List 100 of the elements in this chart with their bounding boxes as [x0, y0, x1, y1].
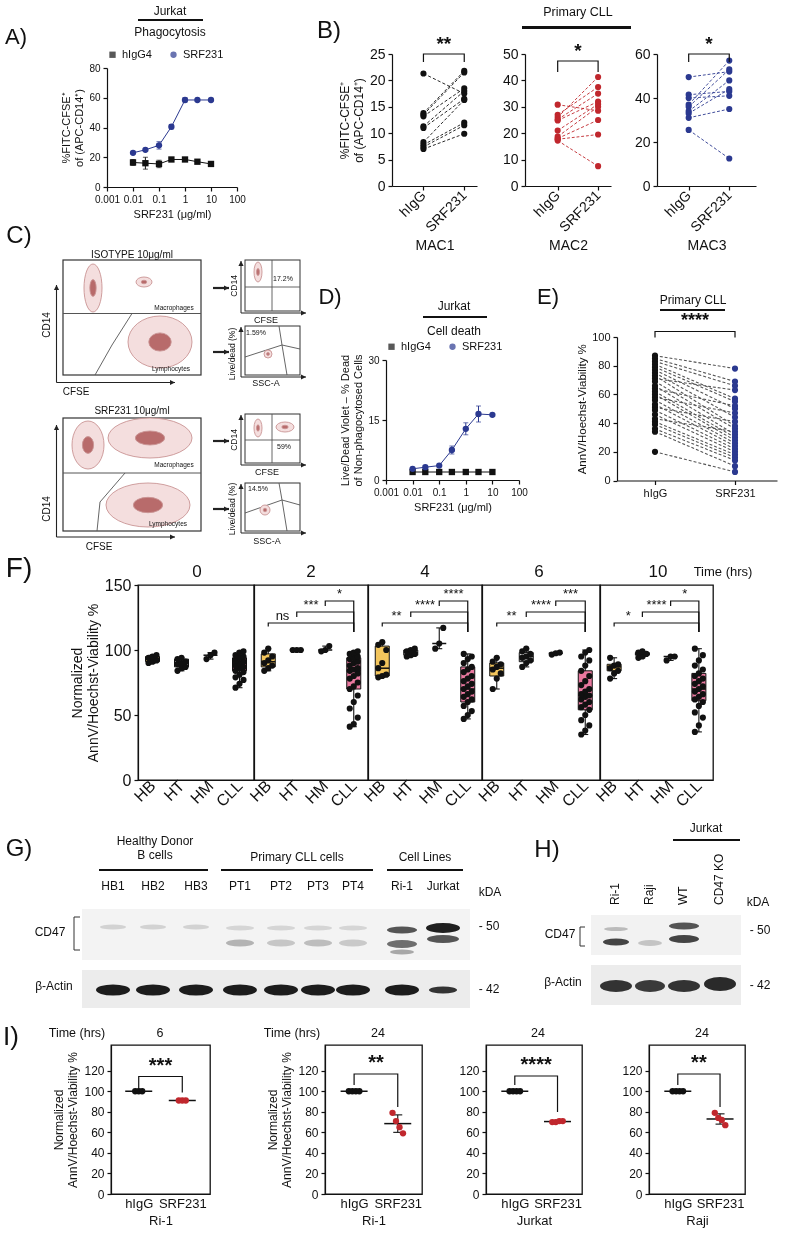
annotation: ns	[275, 607, 290, 623]
x-tick-label: 1	[463, 486, 470, 498]
x-tick-label: HT	[389, 776, 418, 805]
x-axis-title: SRF231 (μg/ml)	[133, 207, 212, 220]
y-tick-label: 60	[598, 387, 611, 400]
x-tick-label: SRF231	[696, 1195, 745, 1211]
chart-title: 0	[192, 562, 202, 582]
text: HB2	[141, 879, 165, 894]
x-tick-label: 10	[487, 486, 499, 498]
x-tick-label: 100	[229, 193, 247, 205]
x-tick-label: HB	[246, 777, 275, 805]
y-tick-label: 0	[377, 177, 386, 194]
x-tick-label: hIgG	[501, 1195, 530, 1211]
y-tick-label: 20	[305, 1166, 319, 1181]
text: ****	[680, 310, 710, 331]
text: Cell Lines	[398, 850, 452, 865]
annotation: *	[336, 585, 343, 601]
x-tick-label: SRF231	[715, 486, 756, 499]
text: A)	[5, 24, 27, 50]
annotation: **	[691, 1051, 707, 1073]
annotation: *	[625, 607, 631, 623]
y-tick-label: 60	[91, 1125, 105, 1140]
annotation: ****	[520, 1053, 552, 1075]
y-axis-title: Normalized AnnV/Hoechst-Viability %	[68, 603, 101, 763]
chart-title: 24	[531, 1025, 545, 1041]
chart-title: 4	[420, 562, 430, 582]
y-tick-label: 40	[91, 1146, 105, 1161]
text: Healthy Donor B cells	[116, 834, 194, 863]
y-tick-label: 40	[502, 71, 519, 88]
y-tick-label: 80	[598, 358, 611, 371]
text: F)	[5, 551, 33, 585]
text: Primary CLL cells	[250, 850, 344, 865]
y-tick-label: 0	[472, 1187, 480, 1202]
y-tick-label: 40	[598, 416, 611, 429]
x-tick-label: 0.001	[373, 486, 400, 498]
x-tick-label: 0.01	[403, 486, 424, 498]
y-tick-label: 100	[84, 1084, 105, 1099]
text: SSC-A	[253, 535, 281, 547]
text: CD14	[41, 496, 53, 522]
y-tick-label: 0	[311, 1187, 319, 1202]
annotation: **	[368, 1051, 384, 1073]
text: WT	[676, 886, 691, 905]
text: kDA	[478, 885, 502, 900]
annotation: ***	[562, 585, 579, 601]
text: D)	[318, 284, 342, 310]
text: Time (hrs)	[48, 1025, 106, 1041]
text: CFSE	[62, 386, 90, 398]
y-tick-label: 100	[298, 1084, 319, 1099]
y-tick-label: 10	[502, 151, 519, 168]
chart-title: Jurkat	[153, 4, 187, 19]
y-tick-label: 20	[466, 1166, 480, 1181]
x-axis-title: MAC2	[549, 236, 589, 253]
text: Live/dead (%)	[227, 482, 238, 536]
text: CFSE	[253, 314, 279, 326]
y-tick-label: 60	[634, 45, 651, 62]
annotation: ****	[646, 596, 667, 612]
y-tick-label: 15	[368, 414, 380, 426]
x-axis-title: SRF231 (μg/ml)	[414, 500, 492, 513]
y-tick-label: 120	[298, 1064, 319, 1079]
annotation: *	[574, 39, 582, 61]
y-tick-label: 20	[369, 71, 386, 88]
y-tick-label: 150	[104, 576, 132, 594]
text: CD47	[34, 925, 66, 940]
text: Jurkat	[426, 879, 460, 894]
y-tick-label: 60	[466, 1125, 480, 1140]
y-tick-label: 40	[89, 122, 101, 133]
annotation: ****	[414, 596, 436, 612]
y-tick-label: 80	[89, 62, 101, 74]
y-tick-label: 0	[510, 177, 519, 194]
y-tick-label: 30	[502, 98, 519, 115]
y-tick-label: 40	[634, 89, 651, 106]
y-tick-label: 20	[598, 444, 611, 457]
y-tick-label: 0	[604, 473, 611, 486]
x-tick-label: HT	[275, 776, 304, 805]
y-tick-label: 120	[622, 1064, 643, 1079]
text: SSC-A	[252, 377, 280, 389]
x-tick-label: 0.001	[94, 193, 121, 205]
x-tick-label: hIgG	[340, 1195, 369, 1211]
annotation: ****	[443, 585, 464, 601]
text: PT4	[341, 879, 365, 894]
text: H)	[534, 835, 560, 863]
x-tick-label: 10	[205, 193, 218, 205]
legend-label: hIgG4	[401, 339, 431, 352]
x-axis-title: Jurkat	[516, 1212, 553, 1228]
y-tick-label: 50	[502, 45, 519, 62]
x-axis-title: MAC3	[687, 236, 727, 253]
chart-title: Primary CLL	[659, 293, 727, 308]
text: Raji	[642, 884, 657, 905]
x-tick-label: 1	[182, 193, 189, 205]
chart-title: 6	[534, 562, 544, 582]
text: - 50	[478, 919, 500, 934]
chart-subtitle: Phagocytosis	[134, 25, 206, 40]
x-tick-label: HT	[621, 776, 649, 805]
chart-title: 2	[306, 562, 316, 582]
y-tick-label: 0	[373, 474, 380, 486]
x-tick-label: SRF231	[534, 1195, 582, 1211]
y-tick-label: 40	[466, 1146, 480, 1161]
chart-subtitle: Cell death	[426, 324, 482, 339]
annotation: **	[391, 607, 402, 623]
x-tick-label: HT	[505, 776, 533, 805]
